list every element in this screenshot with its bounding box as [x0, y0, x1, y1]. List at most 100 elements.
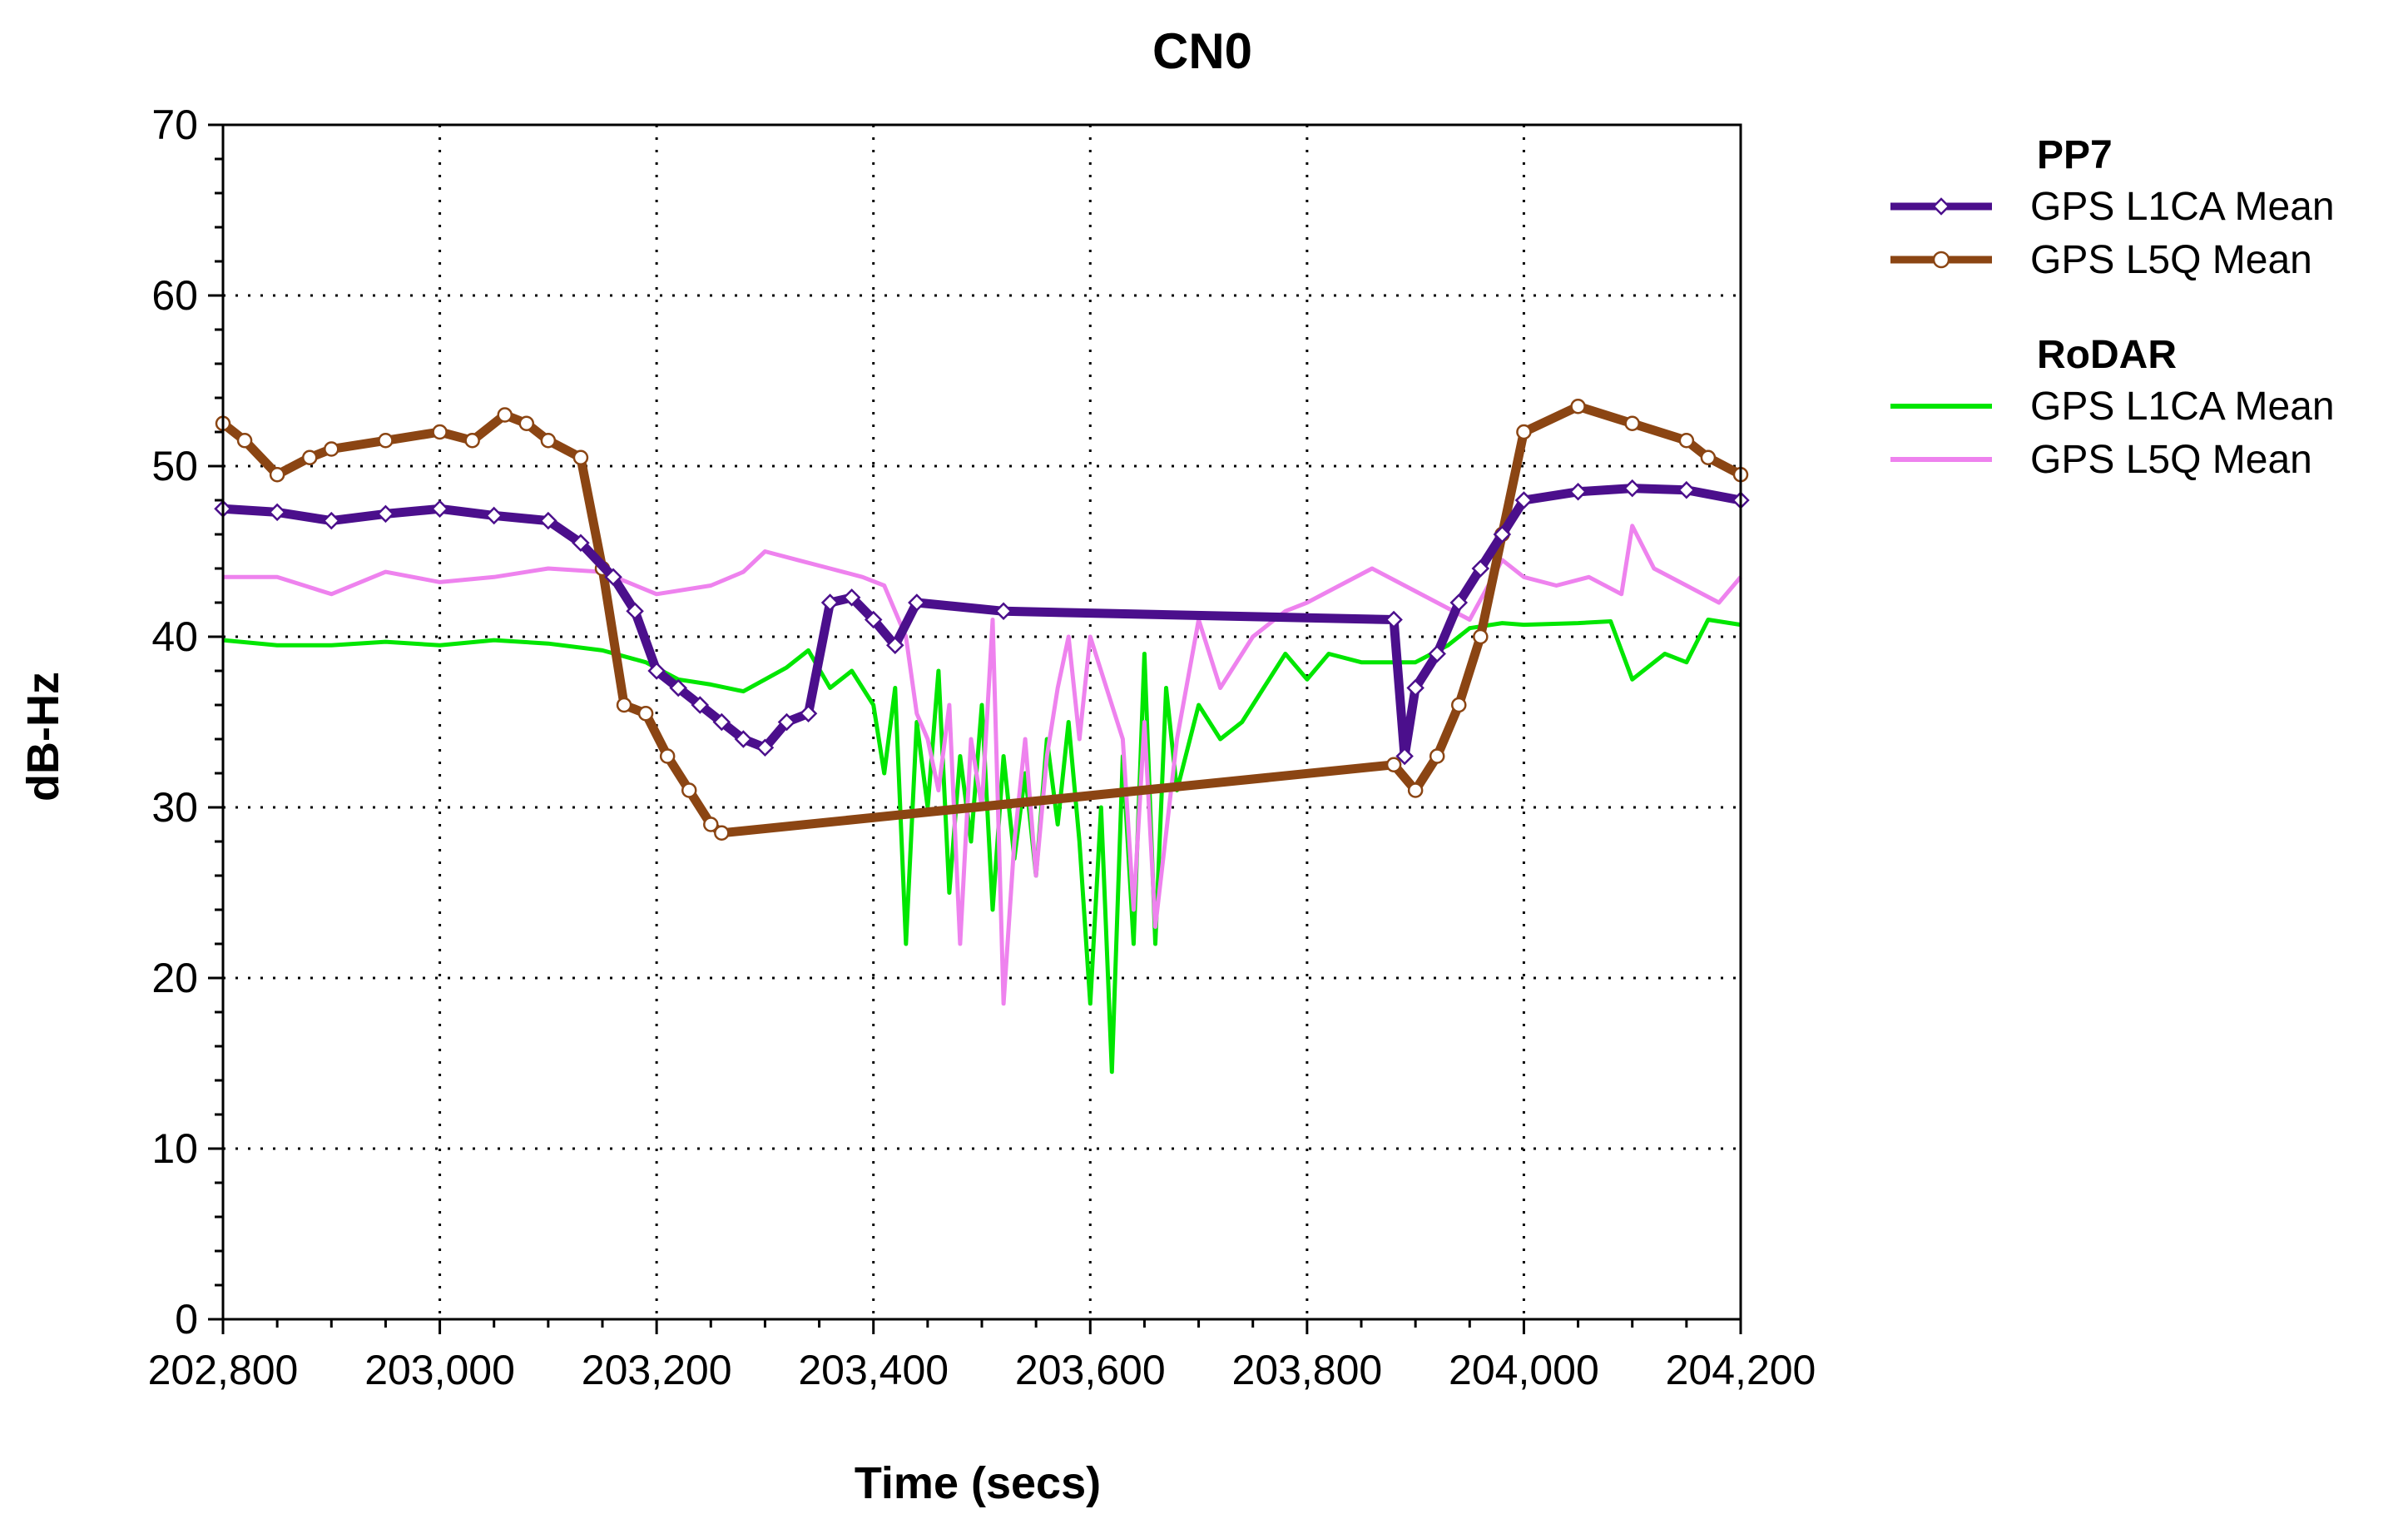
legend-entry: GPS L1CA Mean	[1890, 385, 2335, 429]
data-point	[464, 433, 480, 449]
data-point	[691, 696, 710, 714]
x-tick-label: 203,600	[1015, 1347, 1166, 1393]
data-point	[1449, 593, 1469, 612]
data-point	[637, 706, 654, 722]
data-point	[301, 449, 318, 465]
data-point	[1700, 449, 1717, 465]
x-tick-label: 203,200	[582, 1347, 732, 1393]
data-point	[1407, 782, 1424, 798]
data-point	[994, 602, 1013, 621]
legend-label: GPS L5Q Mean	[2030, 238, 2312, 282]
data-point	[864, 610, 883, 629]
data-point	[1624, 415, 1640, 431]
data-point	[1406, 678, 1424, 697]
legend-entry: GPS L5Q Mean	[1890, 438, 2312, 482]
data-point	[322, 511, 341, 530]
data-point	[777, 712, 796, 732]
data-point	[756, 738, 775, 757]
series-pp7-1	[215, 399, 1749, 841]
legend-entry: GPS L5Q Mean	[1890, 238, 2312, 282]
data-point	[647, 662, 666, 680]
data-point	[908, 593, 926, 612]
x-tick-label: 203,400	[798, 1347, 949, 1393]
series-line	[222, 484, 1742, 761]
data-point	[712, 712, 731, 732]
data-point	[714, 825, 730, 841]
data-point	[1471, 559, 1490, 578]
data-point	[1678, 433, 1695, 449]
data-point	[378, 433, 394, 449]
y-tick-label: 50	[151, 443, 198, 489]
y-axis-label: dB-Hz	[18, 672, 68, 802]
data-point	[1516, 424, 1532, 440]
x-axis-label: Time (secs)	[855, 1458, 1101, 1508]
data-point	[1429, 748, 1445, 764]
y-tick-label: 40	[151, 613, 198, 660]
data-point	[659, 748, 676, 764]
legend-group-title: PP7	[2037, 133, 2113, 177]
y-tick-label: 20	[151, 955, 198, 1001]
data-point	[572, 449, 589, 465]
legend-label: GPS L1CA Mean	[2030, 385, 2335, 429]
data-point	[484, 506, 503, 525]
data-point	[1570, 399, 1586, 415]
legend-group-title: RoDAR	[2037, 333, 2177, 377]
data-point	[540, 433, 557, 449]
data-point	[626, 602, 644, 621]
data-point	[376, 504, 395, 524]
data-point	[1395, 747, 1414, 766]
data-point	[1385, 757, 1402, 772]
y-tick-label: 0	[175, 1296, 198, 1343]
data-point	[820, 593, 840, 612]
data-point	[430, 499, 449, 519]
x-tick-label: 203,800	[1231, 1347, 1382, 1393]
legend-label: GPS L1CA Mean	[2030, 185, 2335, 229]
data-point	[1385, 610, 1403, 629]
legend-entry: GPS L1CA Mean	[1890, 185, 2335, 229]
data-point	[1473, 628, 1489, 645]
series-rodar-2	[222, 618, 1742, 1075]
legend-marker	[1932, 197, 1950, 216]
data-point	[269, 467, 285, 483]
x-tick-label: 202,800	[148, 1347, 299, 1393]
y-tick-label: 10	[151, 1125, 198, 1172]
legend: PP7 GPS L1CA Mean GPS L5Q Mean RoDAR GPS L1C…	[1890, 133, 2335, 482]
data-point	[1514, 491, 1533, 509]
data-point	[497, 407, 513, 423]
data-point	[432, 424, 448, 440]
data-point	[1677, 480, 1696, 499]
legend-marker	[1932, 251, 1950, 269]
x-tick-label: 203,000	[364, 1347, 515, 1393]
series-rodar-3	[222, 524, 1742, 1006]
data-point	[734, 730, 753, 748]
axes	[208, 123, 1742, 1334]
data-point	[1451, 697, 1467, 713]
x-tick-label: 204,200	[1666, 1347, 1816, 1393]
data-point	[1493, 525, 1512, 544]
data-point	[324, 441, 339, 457]
chart-title: CN0	[1152, 23, 1252, 79]
y-tick-label: 60	[151, 272, 198, 319]
tick-labels: 202,800 203,000 203,200 203,400 203,600 203,8…	[148, 102, 1816, 1393]
data-point	[1623, 479, 1642, 498]
data-point	[703, 817, 719, 832]
data-point	[236, 433, 253, 449]
data-point	[268, 503, 286, 522]
data-point	[572, 534, 590, 553]
data-point	[669, 678, 687, 697]
legend-label: GPS L5Q Mean	[2030, 438, 2312, 482]
data-point	[799, 704, 818, 723]
series-layer	[214, 399, 1750, 1075]
data-point	[539, 511, 557, 530]
data-point	[604, 568, 622, 587]
x-tick-label: 204,000	[1449, 1347, 1599, 1393]
series-pp7-0	[214, 479, 1750, 766]
data-point	[518, 415, 535, 431]
data-point	[842, 588, 861, 607]
data-point	[1568, 482, 1588, 501]
data-point	[886, 636, 904, 655]
data-point	[1428, 644, 1446, 663]
y-tick-label: 70	[151, 102, 198, 148]
data-point	[681, 782, 697, 798]
